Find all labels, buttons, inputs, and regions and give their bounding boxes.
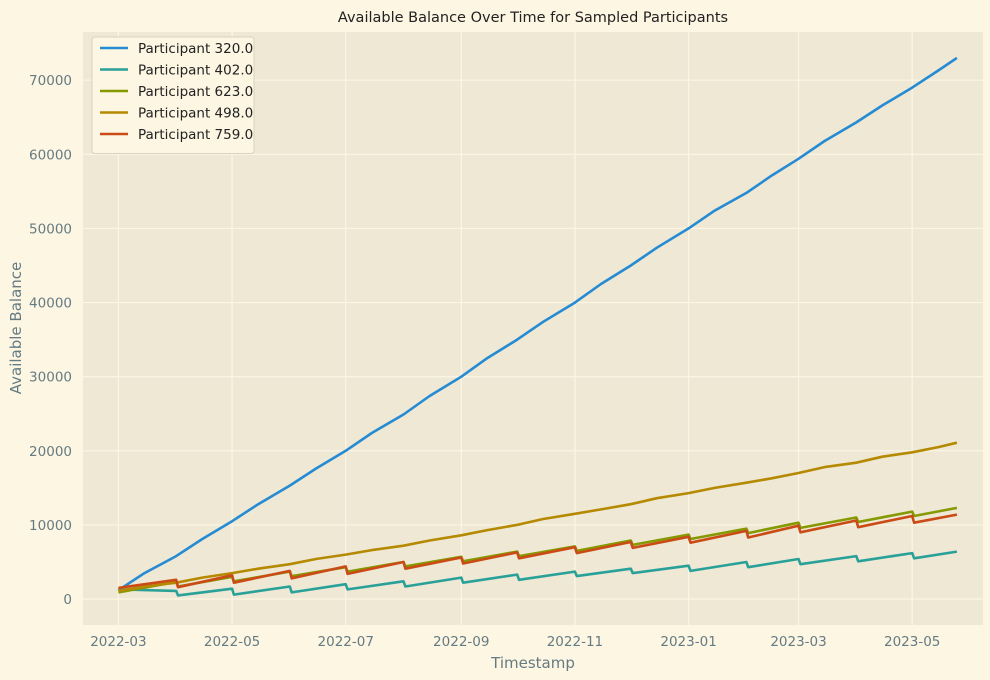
y-tick-label: 0	[63, 592, 72, 608]
x-tick-label: 2023-01	[660, 634, 716, 650]
y-tick-labels: 0 10000 20000 30000 40000 50000 60000 70000	[29, 73, 72, 608]
x-tick-label: 2022-07	[318, 634, 374, 650]
x-tick-label: 2022-03	[90, 634, 146, 650]
y-tick-label: 30000	[29, 370, 72, 386]
legend-label: Participant 759.0	[138, 127, 253, 143]
x-tick-label: 2023-05	[884, 634, 940, 650]
y-tick-label: 40000	[29, 296, 72, 312]
x-tick-label: 2023-03	[770, 634, 826, 650]
legend-box	[91, 36, 255, 154]
x-tick-label: 2022-05	[204, 634, 260, 650]
legend: Participant 320.0 Participant 402.0 Partic…	[91, 36, 255, 154]
series-lines	[117, 56, 958, 597]
x-tick-label: 2022-11	[547, 634, 603, 650]
legend-label: Participant 402.0	[138, 63, 253, 79]
chart-title: Available Balance Over Time for Sampled …	[338, 10, 728, 26]
series-line-4	[118, 513, 958, 590]
y-axis-label: Available Balance	[7, 262, 25, 395]
gridlines	[83, 32, 983, 625]
series-line-1	[118, 550, 958, 597]
legend-label: Participant 498.0	[138, 106, 253, 122]
y-tick-label: 10000	[29, 518, 72, 534]
y-tick-label: 50000	[29, 221, 72, 237]
series-line-0	[117, 56, 958, 592]
x-tick-labels: 2022-03 2022-05 2022-07 2022-09 2022-11 2023-…	[90, 634, 940, 650]
legend-label: Participant 623.0	[138, 84, 253, 100]
series-line-3	[118, 441, 958, 593]
x-tick-label: 2022-09	[433, 634, 489, 650]
y-tick-label: 60000	[29, 147, 72, 163]
y-tick-label: 20000	[29, 444, 72, 460]
legend-label: Participant 320.0	[138, 41, 253, 57]
x-axis-label: Timestamp	[490, 654, 575, 672]
y-tick-label: 70000	[29, 73, 72, 89]
